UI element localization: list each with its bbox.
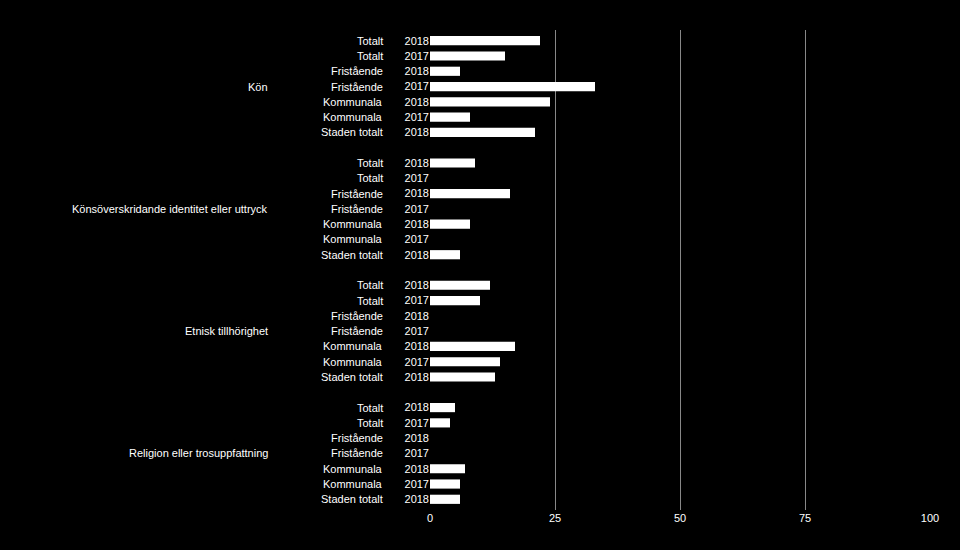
svg-text:Staden totalt: Staden totalt xyxy=(321,126,383,138)
svg-text:Staden totalt: Staden totalt xyxy=(321,249,383,261)
svg-text:Staden totalt: Staden totalt xyxy=(321,371,383,383)
svg-text:Totalt: Totalt xyxy=(357,279,383,291)
svg-text:2017: 2017 xyxy=(405,478,429,490)
svg-text:Totalt: Totalt xyxy=(357,295,383,307)
svg-text:2018: 2018 xyxy=(405,126,429,138)
svg-text:2018: 2018 xyxy=(405,340,429,352)
svg-text:Kommunala: Kommunala xyxy=(323,218,383,230)
svg-text:2018: 2018 xyxy=(405,35,429,47)
svg-text:100: 100 xyxy=(921,512,939,524)
svg-text:Könsöverskridande identitet el: Könsöverskridande identitet eller uttryc… xyxy=(72,203,268,215)
svg-text:75: 75 xyxy=(799,512,811,524)
svg-text:Fristående: Fristående xyxy=(331,81,383,93)
svg-text:2017: 2017 xyxy=(405,356,429,368)
svg-text:2018: 2018 xyxy=(405,96,429,108)
svg-text:Kommunala: Kommunala xyxy=(323,233,383,245)
svg-text:Fristående: Fristående xyxy=(331,65,383,77)
svg-text:2017: 2017 xyxy=(405,294,429,306)
svg-text:Fristående: Fristående xyxy=(331,203,383,215)
svg-text:0: 0 xyxy=(427,512,433,524)
svg-text:Kommunala: Kommunala xyxy=(323,111,383,123)
svg-text:2018: 2018 xyxy=(405,65,429,77)
svg-text:Totalt: Totalt xyxy=(357,157,383,169)
svg-text:2018: 2018 xyxy=(405,310,429,322)
svg-text:Totalt: Totalt xyxy=(357,172,383,184)
svg-text:Etnisk tillhörighet: Etnisk tillhörighet xyxy=(185,325,268,337)
svg-text:2018: 2018 xyxy=(405,187,429,199)
svg-text:Kommunala: Kommunala xyxy=(323,478,383,490)
svg-text:Totalt: Totalt xyxy=(357,402,383,414)
svg-text:Totalt: Totalt xyxy=(357,35,383,47)
svg-text:Kommunala: Kommunala xyxy=(323,463,383,475)
svg-text:25: 25 xyxy=(549,512,561,524)
svg-text:2018: 2018 xyxy=(405,157,429,169)
svg-text:Fristående: Fristående xyxy=(331,188,383,200)
svg-text:2018: 2018 xyxy=(405,249,429,261)
svg-text:Fristående: Fristående xyxy=(331,432,383,444)
svg-text:Totalt: Totalt xyxy=(357,417,383,429)
svg-text:Fristående: Fristående xyxy=(331,310,383,322)
svg-text:50: 50 xyxy=(674,512,686,524)
svg-text:Staden totalt: Staden totalt xyxy=(321,493,383,505)
svg-text:2018: 2018 xyxy=(405,493,429,505)
svg-text:2017: 2017 xyxy=(405,50,429,62)
svg-text:2018: 2018 xyxy=(405,218,429,230)
svg-text:Kommunala: Kommunala xyxy=(323,96,383,108)
svg-text:2017: 2017 xyxy=(405,233,429,245)
svg-text:2017: 2017 xyxy=(405,325,429,337)
svg-text:2018: 2018 xyxy=(405,279,429,291)
svg-text:2017: 2017 xyxy=(405,417,429,429)
svg-text:Fristående: Fristående xyxy=(331,447,383,459)
svg-text:2017: 2017 xyxy=(405,111,429,123)
svg-text:2017: 2017 xyxy=(405,203,429,215)
svg-text:2017: 2017 xyxy=(405,80,429,92)
svg-text:Totalt: Totalt xyxy=(357,50,383,62)
svg-text:2018: 2018 xyxy=(405,371,429,383)
svg-text:2017: 2017 xyxy=(405,172,429,184)
svg-text:2018: 2018 xyxy=(405,401,429,413)
svg-text:Fristående: Fristående xyxy=(331,325,383,337)
svg-text:Kommunala: Kommunala xyxy=(323,340,383,352)
svg-text:Kön: Kön xyxy=(248,81,268,93)
svg-text:2018: 2018 xyxy=(405,432,429,444)
svg-text:Religion eller trosuppfattning: Religion eller trosuppfattning xyxy=(129,447,268,459)
svg-text:2017: 2017 xyxy=(405,447,429,459)
svg-text:Kommunala: Kommunala xyxy=(323,356,383,368)
svg-text:2018: 2018 xyxy=(405,463,429,475)
